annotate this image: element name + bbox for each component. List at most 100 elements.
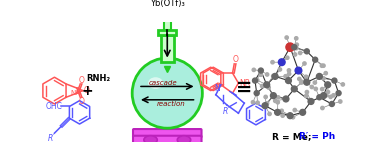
Circle shape: [308, 99, 314, 104]
Circle shape: [313, 57, 318, 62]
Circle shape: [264, 82, 270, 88]
Circle shape: [295, 67, 302, 74]
Text: O: O: [83, 86, 89, 95]
Text: R′: R′: [223, 107, 230, 116]
Circle shape: [299, 51, 302, 55]
Circle shape: [304, 75, 308, 79]
Circle shape: [272, 74, 278, 79]
Ellipse shape: [144, 136, 157, 143]
Circle shape: [275, 109, 280, 115]
Circle shape: [325, 94, 328, 97]
Circle shape: [317, 95, 322, 100]
Circle shape: [303, 62, 306, 65]
Circle shape: [279, 59, 285, 65]
Text: O: O: [79, 76, 85, 85]
Circle shape: [291, 116, 295, 119]
Circle shape: [268, 112, 271, 116]
Circle shape: [286, 56, 289, 59]
Text: R′: R′: [48, 134, 54, 143]
Circle shape: [295, 46, 298, 50]
Circle shape: [336, 91, 341, 96]
Circle shape: [274, 99, 277, 103]
Text: Yb(OTf)₃: Yb(OTf)₃: [150, 0, 184, 8]
Text: reaction: reaction: [157, 101, 186, 107]
Circle shape: [291, 86, 297, 92]
Circle shape: [339, 100, 342, 103]
Circle shape: [301, 80, 304, 84]
FancyBboxPatch shape: [164, 11, 171, 30]
Circle shape: [287, 69, 291, 72]
Circle shape: [322, 64, 325, 67]
Ellipse shape: [132, 58, 202, 128]
Circle shape: [321, 106, 324, 110]
Circle shape: [267, 86, 270, 89]
FancyBboxPatch shape: [251, 24, 347, 131]
Ellipse shape: [177, 136, 191, 143]
Circle shape: [260, 84, 264, 88]
Circle shape: [304, 79, 310, 85]
Circle shape: [293, 53, 297, 56]
Circle shape: [265, 73, 269, 76]
Circle shape: [283, 96, 289, 102]
Circle shape: [287, 72, 291, 76]
Text: +: +: [81, 84, 93, 98]
Circle shape: [316, 74, 322, 79]
Text: R = Me;: R = Me;: [273, 132, 312, 141]
Circle shape: [305, 94, 308, 98]
Circle shape: [304, 49, 309, 54]
Circle shape: [284, 75, 287, 78]
Circle shape: [252, 68, 256, 72]
Circle shape: [293, 108, 296, 112]
FancyBboxPatch shape: [133, 129, 201, 137]
Circle shape: [299, 81, 303, 84]
Circle shape: [324, 72, 327, 75]
Text: OHC: OHC: [46, 102, 63, 111]
Circle shape: [256, 101, 259, 104]
Text: NH: NH: [71, 90, 81, 96]
Circle shape: [321, 87, 324, 91]
Text: R′ = Ph: R′ = Ph: [299, 132, 335, 141]
Circle shape: [271, 93, 276, 99]
Circle shape: [300, 109, 305, 115]
Circle shape: [320, 64, 324, 67]
Circle shape: [276, 96, 280, 99]
Circle shape: [251, 101, 255, 104]
Circle shape: [313, 81, 316, 84]
Circle shape: [297, 77, 301, 81]
Circle shape: [329, 102, 335, 107]
Text: NR: NR: [240, 79, 251, 88]
Ellipse shape: [148, 77, 163, 89]
Circle shape: [253, 78, 257, 83]
Circle shape: [264, 95, 267, 99]
Circle shape: [259, 73, 262, 76]
Text: ≡: ≡: [236, 78, 253, 97]
FancyBboxPatch shape: [161, 35, 174, 62]
Circle shape: [280, 109, 284, 113]
FancyBboxPatch shape: [158, 30, 177, 35]
Circle shape: [292, 45, 297, 50]
Circle shape: [322, 77, 325, 80]
Circle shape: [329, 95, 332, 99]
Circle shape: [281, 114, 284, 117]
FancyBboxPatch shape: [133, 136, 201, 143]
Text: O: O: [79, 97, 85, 106]
Circle shape: [265, 102, 269, 105]
Text: N: N: [214, 84, 220, 93]
Circle shape: [285, 78, 291, 84]
Circle shape: [271, 60, 274, 64]
Circle shape: [256, 79, 259, 82]
Circle shape: [321, 93, 327, 99]
Circle shape: [314, 87, 318, 91]
Circle shape: [258, 68, 263, 73]
Circle shape: [341, 83, 344, 86]
Circle shape: [254, 91, 259, 96]
Circle shape: [295, 43, 299, 46]
Circle shape: [305, 90, 308, 94]
Circle shape: [326, 90, 330, 94]
Circle shape: [286, 43, 294, 51]
Circle shape: [262, 103, 268, 109]
Circle shape: [287, 113, 293, 119]
Circle shape: [285, 36, 288, 39]
Circle shape: [276, 101, 279, 104]
Circle shape: [310, 85, 313, 89]
